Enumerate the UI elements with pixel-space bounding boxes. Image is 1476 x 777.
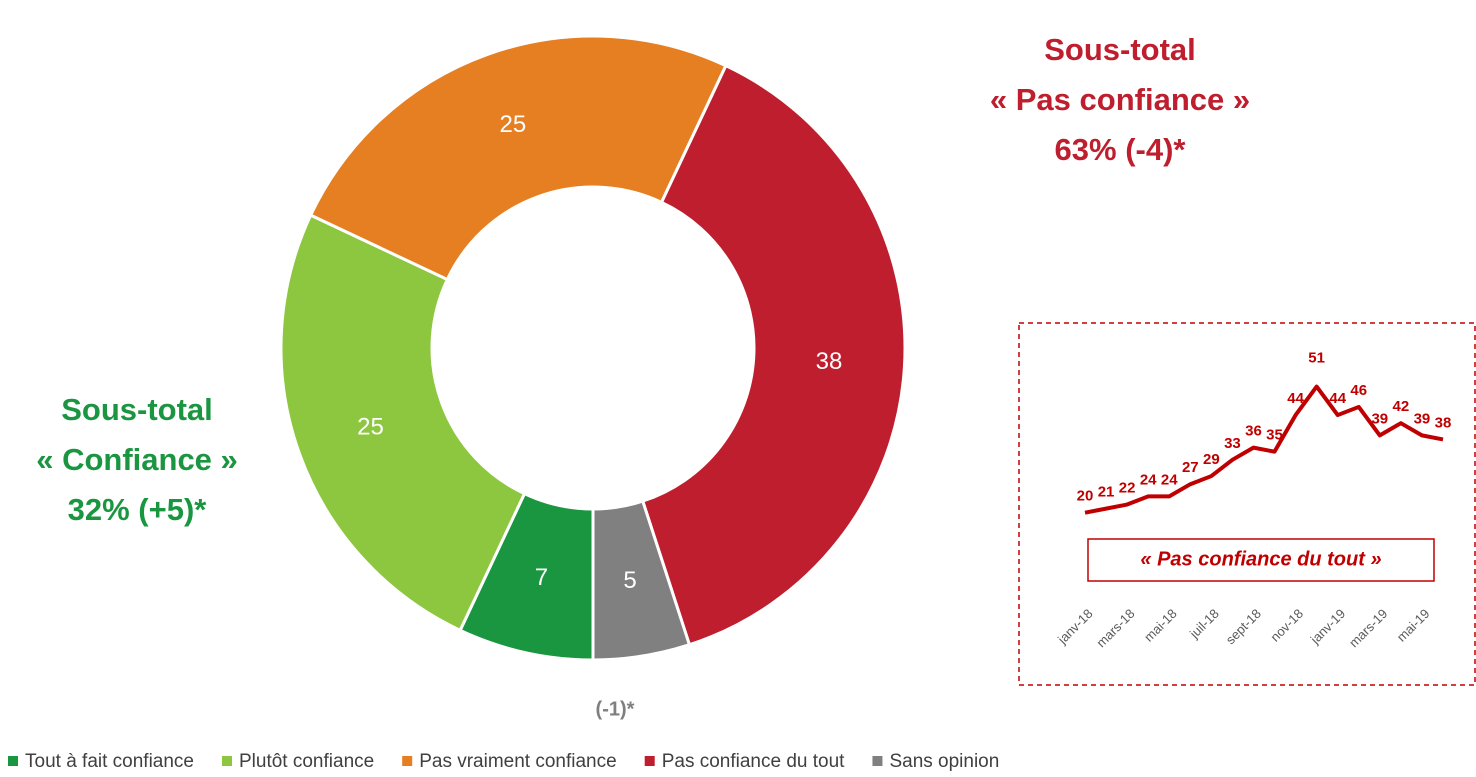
donut-segment [308,34,728,282]
data-label: 20 [1077,488,1094,505]
x-tick-label: sept-18 [1223,606,1264,647]
x-tick-label: janv-19 [1307,606,1348,647]
x-tick-label: mai-18 [1141,606,1180,645]
data-label: 44 [1287,390,1304,407]
data-label: 25 [357,413,384,440]
data-label: 46 [1350,382,1367,399]
annotation: Sous-total [1044,32,1196,67]
annotation: Sous-total [61,392,213,427]
annotation: (-1)* [596,698,635,720]
line [1084,384,1444,515]
data-label: 33 [1224,435,1241,452]
legend-swatch [644,756,655,766]
data-label: 38 [816,348,843,375]
legend-label: Plutôt confiance [239,751,374,772]
data-label: 24 [1140,471,1157,488]
data-label: 5 [623,567,636,594]
data-label: 21 [1098,484,1115,501]
data-label: 24 [1161,471,1178,488]
data-label: 35 [1266,427,1283,444]
annotation: « Pas confiance » [990,82,1250,117]
annotation: 63% (-4)* [1055,132,1187,167]
donut-segment [591,499,692,662]
inset-title: « Pas confiance du tout » [1140,548,1381,570]
data-label: 39 [1371,410,1388,427]
legend-label: Pas vraiment confiance [419,751,617,772]
data-label: 36 [1245,423,1262,440]
donut-segment [279,213,527,633]
inset-frame [1018,322,1476,686]
legend-swatch [402,756,413,766]
data-label: 29 [1203,451,1220,468]
legend-label: Pas confiance du tout [662,751,845,772]
x-tick-label: janv-18 [1054,606,1095,647]
legend-swatch [8,756,18,766]
data-label: 51 [1308,350,1325,367]
data-label: 38 [1435,414,1452,431]
x-tick-label: juil-18 [1186,606,1222,642]
data-label: 27 [1182,459,1199,476]
data-label: 25 [500,111,527,138]
x-tick-label: mars-18 [1093,606,1137,650]
x-tick-label: mai-19 [1394,606,1433,645]
data-label: 39 [1414,410,1431,427]
legend-label: Tout à fait confiance [25,751,194,772]
annotation: 32% (+5)* [68,492,208,527]
data-label: 7 [535,564,548,591]
data-label: 42 [1393,398,1410,415]
legend-label: Sans opinion [889,751,999,772]
legend-swatch [222,756,232,766]
x-tick-label: nov-18 [1267,606,1306,645]
annotation: « Confiance » [36,442,238,477]
legend-swatch [872,756,883,766]
x-tick-label: mars-19 [1346,606,1390,650]
inset-title-box [1087,538,1435,582]
data-label: 22 [1119,480,1136,497]
data-label: 44 [1329,390,1346,407]
donut-segment [640,63,907,647]
